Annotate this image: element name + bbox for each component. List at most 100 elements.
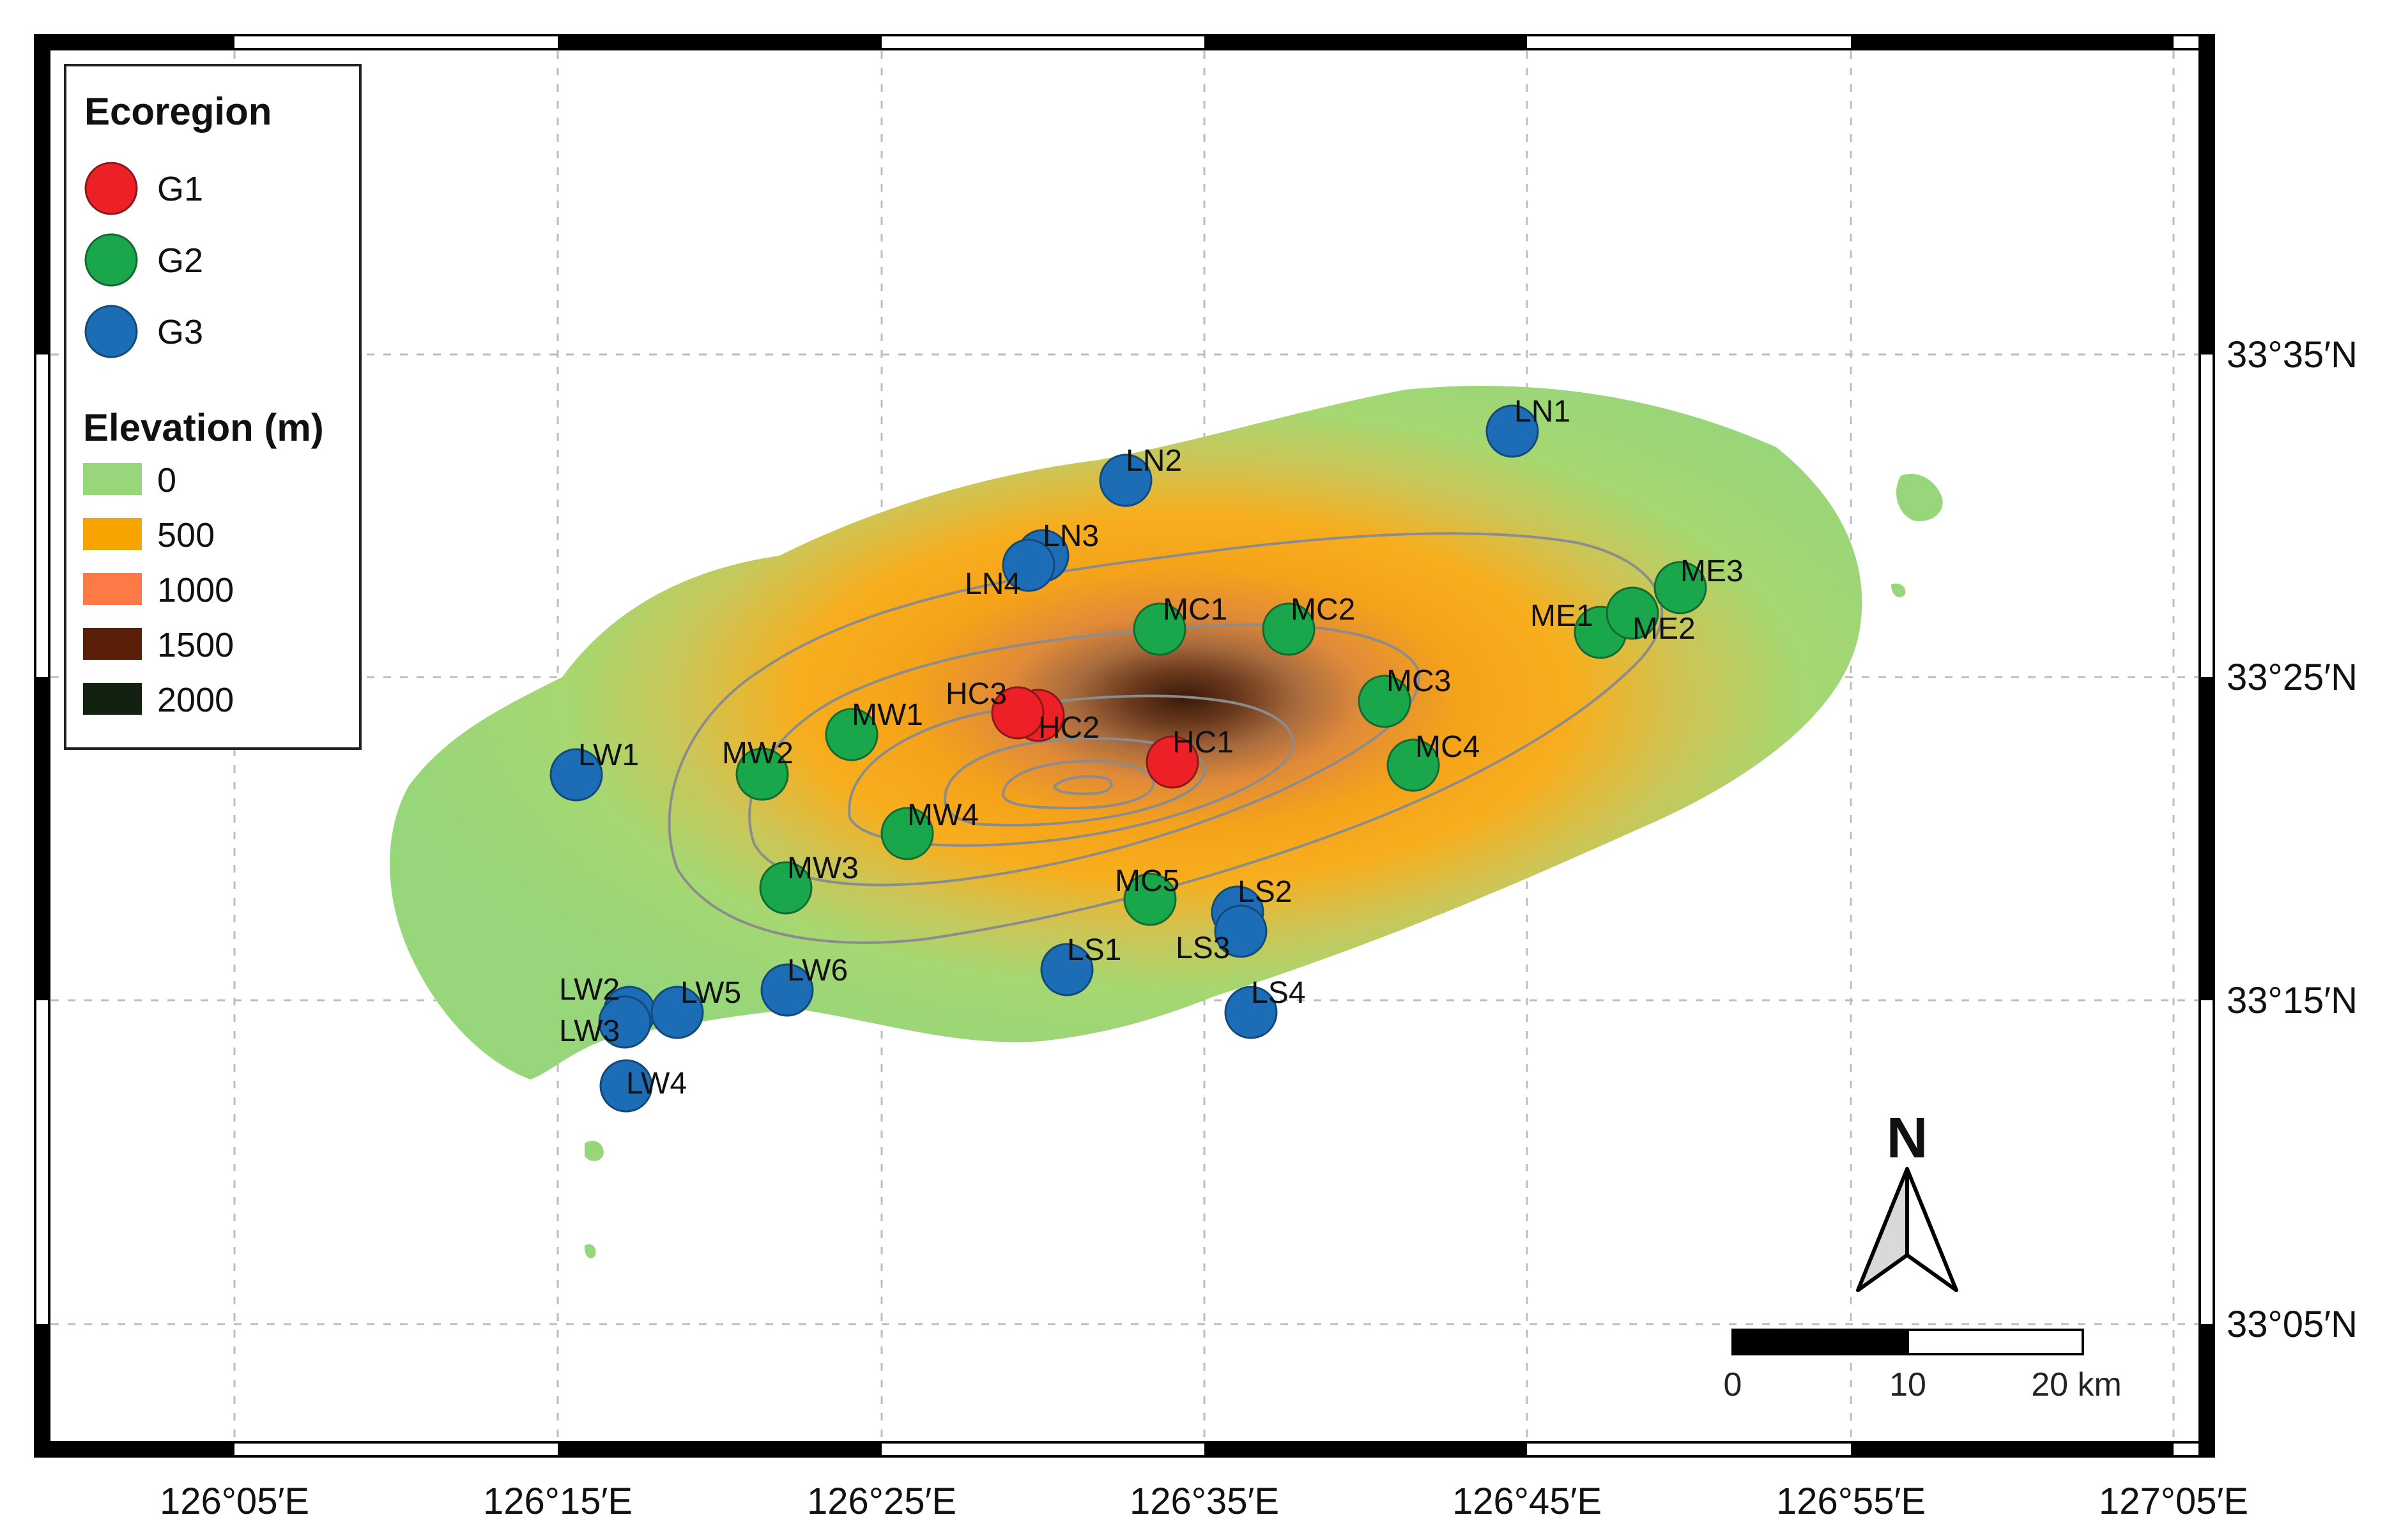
legend-ecoregion-title: Ecoregion — [84, 90, 272, 133]
scale-bar: 0 10 20 km — [1724, 1329, 2122, 1403]
sampling-sites: HC1 HC2 HC3 MC1 MC2 MC3 MC4 MC5 ME1 ME2 ME3 MW1 MW2 M… — [549, 395, 1744, 1113]
site-label-hc3: HC3 — [946, 677, 1007, 711]
site-label-lw4: LW4 — [626, 1067, 687, 1101]
site-marker-hc3 — [991, 686, 1045, 740]
legend-elev-500-swatch — [83, 518, 142, 550]
site-marker-lw5 — [650, 986, 704, 1039]
site-label-ln4: LN4 — [965, 567, 1021, 601]
legend-elev-1000-swatch — [83, 573, 142, 605]
island-landmass — [390, 386, 1862, 1079]
site-label-ls4: LS4 — [1251, 976, 1305, 1010]
north-arrow-icon-right — [1905, 1167, 1958, 1292]
legend-elev-500-label: 500 — [157, 516, 215, 554]
udo-island — [1896, 473, 1943, 521]
site-marker-ln2 — [1099, 454, 1153, 507]
legend-elev-0-swatch — [83, 463, 142, 495]
lon-label: 127°05′E — [2099, 1481, 2248, 1522]
legend-elev-1000-label: 1000 — [157, 571, 234, 609]
site-label-mw3: MW3 — [787, 851, 859, 885]
longitude-labels: 126°05′E 126°15′E 126°25′E 126°35′E 126°… — [160, 1481, 2248, 1522]
legend-elev-2000-label: 2000 — [157, 681, 234, 719]
site-label-ln2: LN2 — [1126, 444, 1182, 478]
site-label-ls2: LS2 — [1238, 875, 1292, 909]
lon-label: 126°45′E — [1452, 1481, 1602, 1522]
map-frame — [34, 34, 2215, 1458]
site-marker-ln4 — [1002, 538, 1055, 592]
site-label-me2: ME2 — [1632, 612, 1696, 646]
lat-label: 33°15′N — [2227, 980, 2358, 1021]
biyangdo-island — [1891, 583, 1906, 597]
site-label-mc5: MC5 — [1115, 864, 1179, 898]
lon-label: 126°55′E — [1776, 1481, 1926, 1522]
site-marker-lw6 — [760, 963, 814, 1017]
site-label-lw6: LW6 — [787, 954, 848, 987]
north-arrow: N — [1856, 1106, 1958, 1292]
site-marker-mc2 — [1262, 602, 1316, 656]
scale-label-0: 0 — [1724, 1366, 1742, 1403]
marado-island — [584, 1244, 596, 1258]
site-label-me1: ME1 — [1530, 599, 1593, 633]
scale-label-10: 10 — [1889, 1366, 1926, 1403]
site-label-lw3: LW3 — [559, 1014, 620, 1048]
site-marker-mc3 — [1358, 675, 1411, 728]
lon-label: 126°05′E — [160, 1481, 309, 1522]
site-marker-lw1 — [549, 748, 603, 802]
site-marker-mw3 — [759, 861, 813, 915]
site-label-ls3: LS3 — [1176, 931, 1230, 965]
legend-g3-label: G3 — [157, 313, 203, 351]
scale-bar-white-segment — [1906, 1329, 2084, 1355]
lat-label: 33°25′N — [2227, 657, 2358, 698]
gapado-island — [585, 1140, 604, 1161]
site-label-mw4: MW4 — [907, 798, 979, 832]
site-label-mw2: MW2 — [722, 736, 794, 770]
site-marker-ls4 — [1224, 986, 1278, 1039]
lon-label: 126°25′E — [807, 1481, 956, 1522]
site-marker-hc1 — [1146, 735, 1199, 789]
legend-g1-label: G1 — [157, 170, 203, 208]
site-marker-ls1 — [1040, 943, 1094, 996]
site-label-lw5: LW5 — [680, 976, 741, 1010]
legend-elev-0-label: 0 — [157, 461, 176, 499]
legend-elevation-title: Elevation (m) — [83, 406, 324, 449]
legend-g2-symbol — [84, 233, 138, 287]
scale-bar-black-segment — [1731, 1329, 1909, 1355]
site-label-mc1: MC1 — [1163, 593, 1227, 627]
latitude-labels: 33°35′N 33°25′N 33°15′N 33°05′N — [2227, 334, 2358, 1345]
site-label-ln3: LN3 — [1043, 519, 1099, 553]
site-marker-mw4 — [880, 807, 934, 860]
legend-g1-symbol — [84, 162, 138, 215]
site-marker-me3 — [1653, 561, 1707, 614]
north-arrow-label: N — [1887, 1106, 1928, 1170]
legend-elev-2000-swatch — [83, 683, 142, 715]
site-label-me3: ME3 — [1680, 554, 1744, 588]
site-label-mc4: MC4 — [1415, 730, 1480, 764]
site-label-mw1: MW1 — [852, 698, 923, 732]
lon-label: 126°35′E — [1130, 1481, 1279, 1522]
site-label-mc3: MC3 — [1386, 664, 1451, 698]
site-marker-me2 — [1606, 586, 1659, 640]
site-marker-lw4 — [599, 1059, 653, 1113]
legend-elev-1500-label: 1500 — [157, 626, 234, 664]
site-label-mc2: MC2 — [1291, 593, 1355, 627]
site-marker-ls3 — [1214, 904, 1268, 958]
site-label-hc2: HC2 — [1038, 711, 1100, 745]
site-marker-lw3 — [598, 995, 652, 1049]
site-label-ln1: LN1 — [1514, 395, 1570, 429]
site-marker-mw1 — [825, 708, 878, 761]
site-marker-mc1 — [1133, 602, 1186, 656]
legend-g2-label: G2 — [157, 241, 203, 280]
site-marker-mc5 — [1123, 873, 1177, 926]
legend-elev-1500-swatch — [83, 628, 142, 660]
lat-label: 33°05′N — [2227, 1304, 2358, 1345]
lon-label: 126°15′E — [483, 1481, 633, 1522]
scale-label-20: 20 km — [2031, 1366, 2122, 1403]
site-marker-mw2 — [735, 747, 789, 801]
lat-label: 33°35′N — [2227, 334, 2358, 376]
site-label-hc1: HC1 — [1172, 726, 1234, 759]
legend: Ecoregion G1 G2 G3 Elevation (m) 0 500 1… — [64, 64, 362, 750]
site-marker-ln1 — [1485, 404, 1539, 458]
legend-g3-symbol — [84, 305, 138, 358]
site-label-ls1: LS1 — [1067, 933, 1121, 967]
site-label-lw1: LW1 — [578, 738, 639, 772]
